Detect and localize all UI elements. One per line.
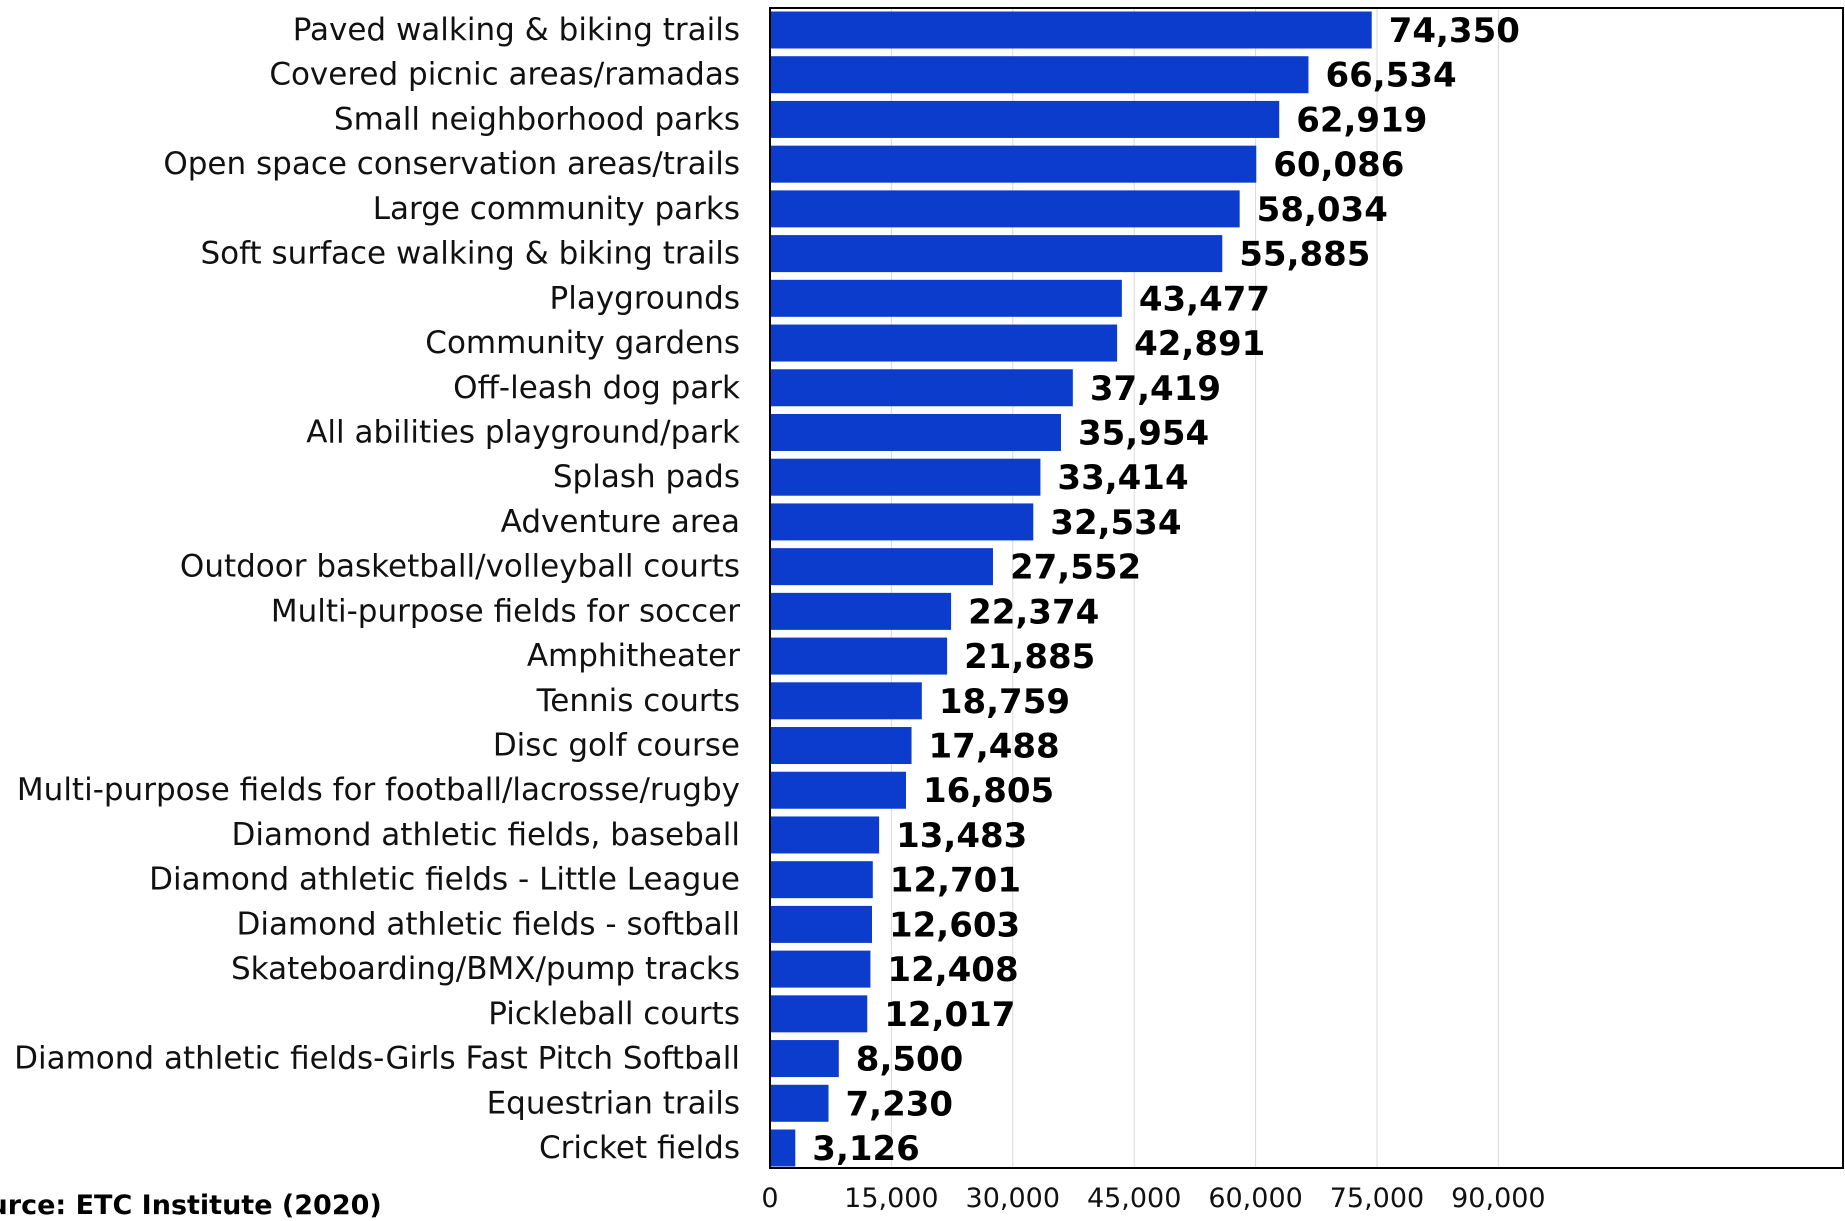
category-label-8: Off-leash dog park (453, 370, 740, 406)
category-label-11: Adventure area (501, 504, 740, 540)
x-tick-label-5: 75,000 (1330, 1183, 1424, 1214)
category-label-19: Diamond athletic fields - Little League (149, 862, 740, 898)
value-label-5: 55,885 (1239, 235, 1370, 275)
bar-23 (770, 1040, 839, 1078)
value-label-20: 12,603 (889, 905, 1020, 945)
bar-8 (770, 369, 1073, 407)
value-label-0: 74,350 (1389, 11, 1520, 51)
category-label-10: Splash pads (553, 459, 740, 495)
value-label-25: 3,126 (812, 1129, 920, 1169)
category-label-25: Cricket fields (539, 1130, 740, 1166)
category-label-24: Equestrian trails (487, 1085, 740, 1121)
category-label-17: Multi-purpose fields for football/lacros… (17, 772, 740, 808)
value-label-16: 17,488 (929, 727, 1060, 767)
category-label-23: Diamond athletic fields-Girls Fast Pitch… (14, 1041, 740, 1077)
value-label-24: 7,230 (846, 1084, 954, 1124)
value-label-22: 12,017 (884, 995, 1015, 1035)
bar-12 (770, 548, 993, 586)
category-label-18: Diamond athletic fields, baseball (231, 817, 740, 853)
category-label-2: Small neighborhood parks (334, 101, 740, 137)
source-note: ource: ETC Institute (2020) (0, 1190, 382, 1221)
bar-21 (770, 950, 871, 988)
bar-1 (770, 56, 1309, 94)
value-label-10: 33,414 (1057, 458, 1188, 498)
category-label-14: Amphitheater (527, 638, 740, 674)
plot-frame (769, 7, 1844, 1169)
bar-25 (770, 1129, 796, 1167)
bar-11 (770, 503, 1034, 541)
x-tick-label-3: 45,000 (1087, 1183, 1181, 1214)
category-label-6: Playgrounds (550, 280, 740, 316)
category-label-4: Large community parks (373, 191, 740, 227)
bar-18 (770, 816, 880, 854)
category-label-1: Covered picnic areas/ramadas (269, 57, 740, 93)
bar-7 (770, 324, 1118, 362)
x-tick-label-2: 30,000 (966, 1183, 1060, 1214)
category-label-21: Skateboarding/BMX/pump tracks (231, 951, 740, 987)
bar-3 (770, 145, 1257, 183)
x-tick-label-1: 15,000 (844, 1183, 938, 1214)
bar-24 (770, 1084, 829, 1122)
bar-5 (770, 235, 1223, 273)
value-label-6: 43,477 (1139, 279, 1270, 319)
bar-17 (770, 771, 907, 809)
category-label-15: Tennis courts (536, 683, 740, 719)
bar-16 (770, 727, 912, 765)
bar-19 (770, 861, 873, 899)
x-tick-label-6: 90,000 (1451, 1183, 1545, 1214)
bar-13 (770, 592, 952, 630)
category-label-5: Soft surface walking & biking trails (201, 236, 741, 272)
value-label-12: 27,552 (1010, 548, 1141, 588)
value-label-13: 22,374 (968, 592, 1099, 632)
value-label-19: 12,701 (890, 861, 1021, 901)
value-label-11: 32,534 (1050, 503, 1181, 543)
category-label-16: Disc golf course (493, 728, 740, 764)
bar-2 (770, 100, 1280, 138)
value-label-23: 8,500 (856, 1040, 964, 1080)
bar-10 (770, 458, 1041, 496)
bar-4 (770, 190, 1240, 228)
bar-6 (770, 279, 1122, 317)
bar-22 (770, 995, 868, 1033)
x-tick-label-0: 0 (761, 1183, 778, 1214)
value-label-17: 16,805 (923, 771, 1054, 811)
value-label-3: 60,086 (1273, 145, 1404, 185)
value-label-7: 42,891 (1134, 324, 1265, 364)
bar-15 (770, 682, 922, 720)
value-label-21: 12,408 (887, 950, 1018, 990)
value-label-18: 13,483 (896, 816, 1027, 856)
category-label-22: Pickleball courts (488, 996, 740, 1032)
value-label-2: 62,919 (1296, 100, 1427, 140)
value-label-8: 37,419 (1090, 369, 1221, 409)
value-label-9: 35,954 (1078, 413, 1209, 453)
value-label-15: 18,759 (939, 682, 1070, 722)
value-label-4: 58,034 (1257, 190, 1388, 230)
category-label-12: Outdoor basketball/volleyball courts (180, 549, 740, 585)
bar-0 (770, 11, 1372, 49)
category-label-0: Paved walking & biking trails (293, 12, 740, 48)
bar-20 (770, 905, 872, 943)
bar-9 (770, 413, 1061, 451)
bar-14 (770, 637, 948, 675)
category-label-13: Multi-purpose fields for soccer (271, 593, 740, 629)
x-tick-label-4: 60,000 (1208, 1183, 1302, 1214)
category-label-7: Community gardens (425, 325, 740, 361)
category-label-20: Diamond athletic fields - softball (237, 906, 740, 942)
value-label-1: 66,534 (1325, 56, 1456, 96)
category-label-9: All abilities playground/park (306, 414, 740, 450)
category-label-3: Open space conservation areas/trails (163, 146, 740, 182)
value-label-14: 21,885 (964, 637, 1095, 677)
